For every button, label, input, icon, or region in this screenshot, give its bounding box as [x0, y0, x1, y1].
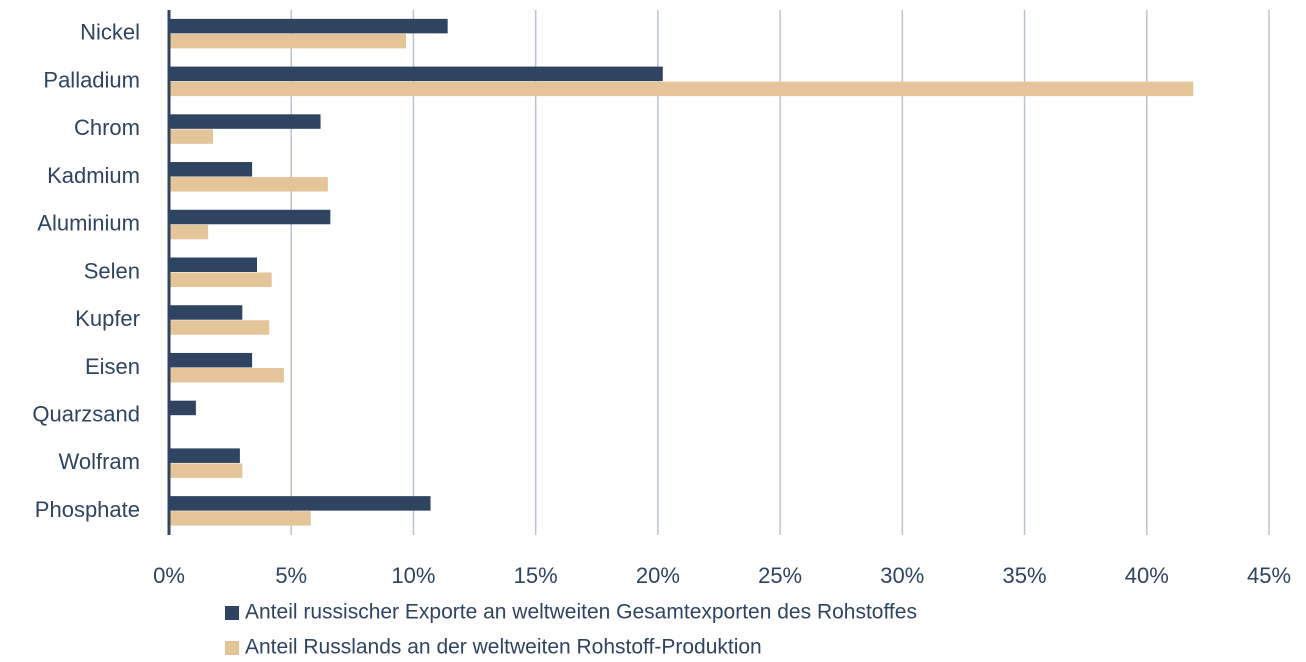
- x-tick-label: 0%: [153, 563, 185, 588]
- bar: [169, 496, 431, 511]
- bar: [169, 209, 331, 225]
- bar: [169, 352, 253, 368]
- bar: [169, 400, 196, 416]
- y-tick-label: Kupfer: [75, 306, 140, 331]
- bar: [169, 114, 321, 129]
- y-tick-label: Nickel: [80, 20, 140, 45]
- bar: [169, 81, 1194, 97]
- bar: [169, 367, 284, 383]
- x-tick-label: 20%: [636, 563, 680, 588]
- legend-label: Anteil russischer Exporte an weltweiten …: [245, 601, 917, 624]
- x-tick-label: 45%: [1247, 563, 1291, 588]
- bar: [169, 33, 407, 49]
- y-tick-label: Wolfram: [59, 449, 141, 474]
- bar: [169, 320, 270, 335]
- x-tick-label: 5%: [275, 563, 307, 588]
- x-tick-label: 35%: [1003, 563, 1047, 588]
- bar: [169, 177, 328, 192]
- bar: [169, 463, 243, 478]
- bar: [169, 224, 209, 240]
- bar: [169, 129, 213, 144]
- bar: [169, 511, 311, 526]
- bar: [169, 162, 253, 177]
- bar: [169, 305, 243, 320]
- y-tick-label: Chrom: [74, 115, 140, 140]
- x-tick-label: 15%: [514, 563, 558, 588]
- y-tick-label: Kadmium: [47, 163, 140, 188]
- y-tick-label: Selen: [84, 258, 140, 283]
- y-tick-label: Eisen: [85, 354, 140, 379]
- x-tick-label: 30%: [880, 563, 924, 588]
- y-tick-label: Palladium: [43, 67, 140, 92]
- x-tick-label: 40%: [1125, 563, 1169, 588]
- bar: [169, 448, 240, 463]
- y-tick-label: Quarzsand: [32, 401, 140, 426]
- legend-marker: [225, 606, 239, 620]
- y-tick-label: Aluminium: [37, 211, 140, 236]
- bar: [169, 257, 257, 272]
- bar: [169, 18, 448, 34]
- y-tick-label: Phosphate: [35, 497, 140, 522]
- legend-label: Anteil Russlands an der weltweiten Rohst…: [245, 636, 762, 659]
- bar: [169, 66, 663, 82]
- legend-marker: [225, 641, 239, 655]
- x-tick-label: 25%: [758, 563, 802, 588]
- x-tick-label: 10%: [391, 563, 435, 588]
- bar: [169, 272, 272, 287]
